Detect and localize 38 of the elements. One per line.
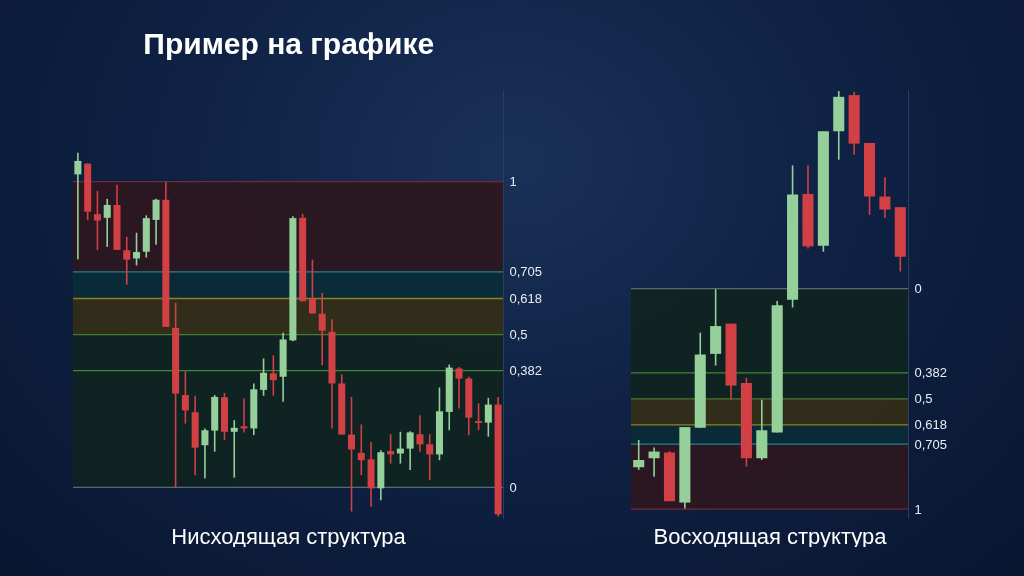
y-tick-label: 1 [914, 501, 922, 517]
y-tick-label: 0,5 [914, 391, 933, 407]
candlestick [484, 397, 492, 438]
y-tick-label: 0,618 [509, 291, 543, 306]
candlestick [357, 423, 365, 476]
y-tick-label: 0 [914, 281, 922, 297]
candlestick [426, 433, 434, 481]
y-tick-label: 0,382 [914, 365, 948, 381]
candlestick [308, 258, 316, 315]
candlestick [123, 235, 131, 286]
y-tick-label: 0 [509, 479, 517, 495]
candlestick [260, 357, 268, 397]
y-tick-label: 0,705 [914, 436, 948, 452]
candlestick [269, 354, 277, 397]
candlestick [240, 397, 248, 434]
candlestick [475, 402, 483, 432]
candlestick [648, 446, 660, 478]
y-tick-label: 0,382 [509, 363, 543, 379]
candlestick [318, 292, 326, 366]
y-tick-label: 0,5 [509, 327, 528, 343]
candlestick [879, 176, 891, 219]
candlestick [103, 198, 111, 248]
candlestick [93, 190, 101, 251]
candlestick [633, 439, 645, 471]
candlestick [133, 231, 141, 267]
candlestick [406, 430, 414, 471]
y-tick-label: 0,618 [914, 417, 948, 433]
candlestick [74, 151, 82, 261]
candlestick [416, 414, 424, 453]
candlestick [230, 419, 238, 479]
candlestick [152, 198, 160, 246]
candlestick [181, 370, 189, 425]
y-tick-label: 0,705 [509, 264, 543, 280]
candlestick [201, 427, 209, 480]
candlestick [455, 366, 463, 410]
y-tick-label: 1 [509, 174, 517, 190]
candlestick [348, 396, 356, 513]
chart-title: Пример на графике [143, 27, 435, 60]
